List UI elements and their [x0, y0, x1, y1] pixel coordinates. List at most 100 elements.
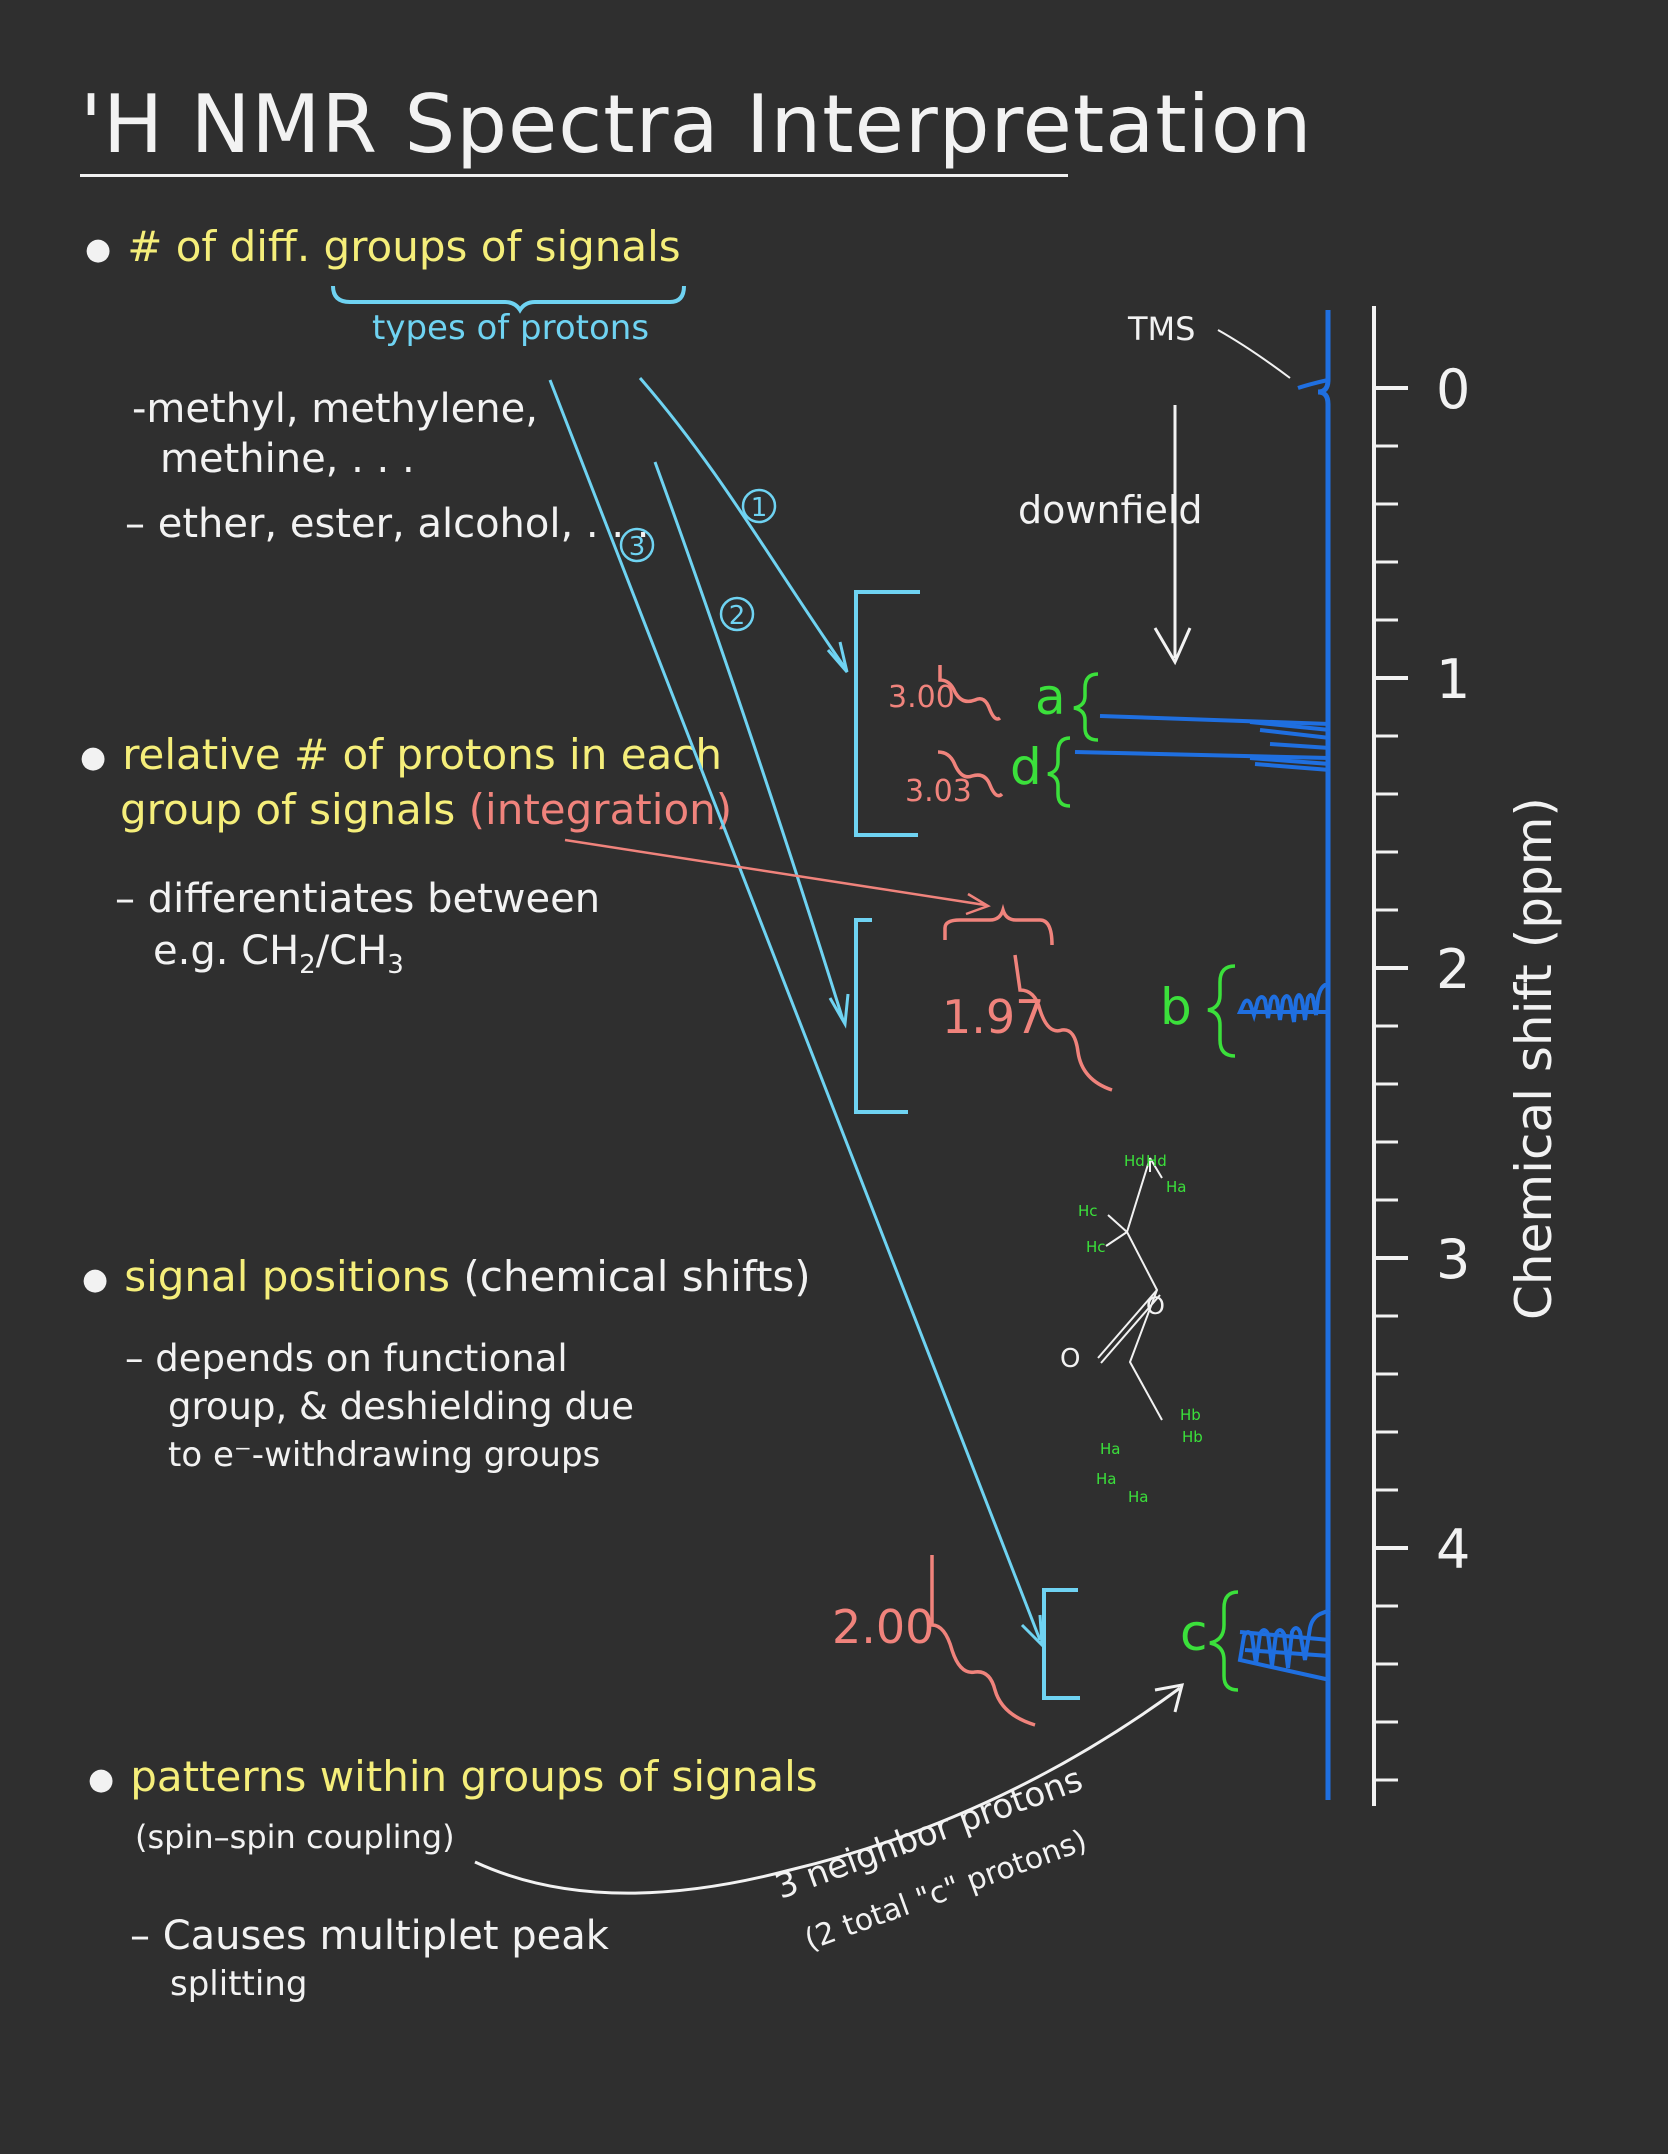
- downfield-label: downfield: [1018, 488, 1203, 532]
- integration-curve-c: [930, 1555, 1036, 1727]
- molecule-skeleton: [1097, 1157, 1163, 1421]
- sub-text: -methyl, methylene,: [132, 386, 538, 432]
- tms-leader: [1217, 329, 1291, 379]
- integration-arrow: [564, 838, 986, 907]
- integration-brace-b: [943, 903, 1054, 946]
- tms-peak: [1297, 378, 1329, 390]
- bullet-signal-positions: ● signal positions (chemical shifts): [82, 1252, 811, 1301]
- tick-label: 1: [1436, 648, 1470, 711]
- integration-curve-d: [937, 750, 1004, 798]
- sub-text: – Causes multiplet peak: [130, 1913, 609, 1959]
- atom-label: Hc: [1078, 1202, 1098, 1220]
- atom-label: Hd: [1124, 1152, 1145, 1170]
- integration-curve-b: [1013, 954, 1113, 1092]
- bullet-heading: relative # of protons in each: [122, 730, 722, 779]
- arrow-number-circle-1: [741, 488, 777, 524]
- bracket-a-d: [854, 590, 920, 837]
- integration-value-a: 3.00: [888, 680, 955, 715]
- bracket-b: [854, 918, 908, 1114]
- tick-label: 4: [1436, 1518, 1470, 1581]
- spectrum-baseline: [1317, 310, 1331, 1800]
- arrow-number-3: 3: [629, 532, 646, 562]
- bullet-heading: signal positions: [124, 1252, 451, 1301]
- atom-label: Hb: [1182, 1428, 1203, 1446]
- peak-label-b: b: [1160, 978, 1192, 1036]
- types-of-protons-brace: [331, 285, 686, 314]
- arrow-2-head: [828, 993, 850, 1029]
- label-brace-d: [1047, 736, 1071, 808]
- spin-coupling-paren: (spin–spin coupling): [135, 1818, 455, 1856]
- peak-label-d: d: [1010, 738, 1042, 796]
- sub-text: to e⁻-withdrawing groups: [168, 1435, 601, 1475]
- bullet-patterns: ● patterns within groups of signals: [88, 1752, 818, 1801]
- arrow-number-2: 2: [729, 601, 746, 631]
- sub-text: methine, . . .: [160, 436, 415, 482]
- arrow-1-head: [826, 641, 849, 673]
- peak-label-c: c: [1180, 1604, 1208, 1662]
- integration-value-b: 1.97: [942, 990, 1045, 1044]
- label-brace-b: [1207, 964, 1236, 1058]
- tick-label: 3: [1436, 1228, 1470, 1291]
- tick-label: 0: [1436, 358, 1470, 421]
- ppm-tick-labels: 0 1 2 3 4: [1436, 358, 1470, 1581]
- peak-label-a: a: [1035, 668, 1066, 726]
- atom-label-oxygen: O: [1146, 1292, 1165, 1320]
- title-underline: [80, 174, 1068, 177]
- bullet-relative-protons: ● relative # of protons in each: [80, 730, 722, 779]
- bracket-c: [1042, 1588, 1080, 1700]
- peak-group-c: [1237, 1608, 1331, 1682]
- text-part: /CH: [315, 928, 388, 974]
- downfield-arrow-head: [1153, 627, 1192, 666]
- sub-text-ch2-ch3: e.g. CH2/CH3: [153, 925, 404, 991]
- bullet-dot: ●: [80, 740, 107, 775]
- subscript: 2: [299, 950, 316, 980]
- tms-label: TMS: [1128, 310, 1196, 348]
- integration-value-c: 2.00: [832, 1600, 935, 1654]
- atom-label: Ha: [1096, 1470, 1117, 1488]
- atom-label: Hb: [1180, 1406, 1201, 1424]
- axis-title: Chemical shift (ppm): [1505, 797, 1563, 1320]
- peak-group-b: [1236, 983, 1330, 1023]
- text-part: e.g. CH: [153, 928, 300, 974]
- label-brace-c: [1209, 1590, 1239, 1692]
- brace-label-types-of-protons: types of protons: [372, 308, 650, 348]
- sub-text: – ether, ester, alcohol, . . .: [125, 501, 650, 547]
- coupling-arrow-head: [1154, 1683, 1185, 1713]
- arrow-number-1: 1: [751, 493, 768, 523]
- sub-text: – differentiates between: [115, 876, 601, 922]
- integration-paren: (integration): [468, 785, 733, 834]
- arrow-1: [638, 377, 847, 669]
- sub-text: group, & deshielding due: [168, 1385, 635, 1428]
- bullet-groups-of-signals: ● # of diff. groups of signals: [85, 222, 681, 271]
- sub-text: – depends on functional: [125, 1337, 568, 1380]
- bullet-heading-line2: group of signals (integration): [120, 785, 732, 834]
- sub-text: splitting: [170, 1964, 308, 2004]
- integration-value-d: 3.03: [905, 774, 972, 809]
- arrow-number-circle-3: [619, 527, 655, 563]
- integration-arrow-head: [965, 892, 991, 916]
- arrow-3: [548, 379, 1042, 1641]
- subscript: 3: [387, 950, 404, 980]
- atom-label-oxygen: O: [1060, 1344, 1081, 1374]
- bullet-dot: ●: [88, 1762, 115, 1797]
- label-brace-a: [1073, 672, 1099, 742]
- tick-label: 2: [1436, 938, 1470, 1001]
- bullet-heading: patterns within groups of signals: [130, 1752, 818, 1801]
- arrow-2: [653, 461, 845, 1021]
- atom-label: Ha: [1100, 1440, 1121, 1458]
- page-title: 'H NMR Spectra Interpretation: [80, 78, 1313, 171]
- atom-label: Ha: [1128, 1488, 1149, 1506]
- atom-label: Hd: [1146, 1152, 1167, 1170]
- integration-curve-a: [938, 665, 1002, 721]
- ppm-ticks: [1374, 386, 1408, 1782]
- coupling-arrow: [474, 1686, 1181, 1895]
- bullet-heading: # of diff. groups of signals: [127, 222, 681, 271]
- bullet-dot: ●: [82, 1262, 109, 1297]
- bullet-paren: (chemical shifts): [463, 1252, 811, 1301]
- bullet-dot: ●: [85, 232, 112, 267]
- atom-label: Hc: [1086, 1238, 1106, 1256]
- bullet-heading: group of signals: [120, 785, 456, 834]
- arrow-number-circle-2: [719, 596, 755, 632]
- atom-label: Ha: [1166, 1178, 1187, 1196]
